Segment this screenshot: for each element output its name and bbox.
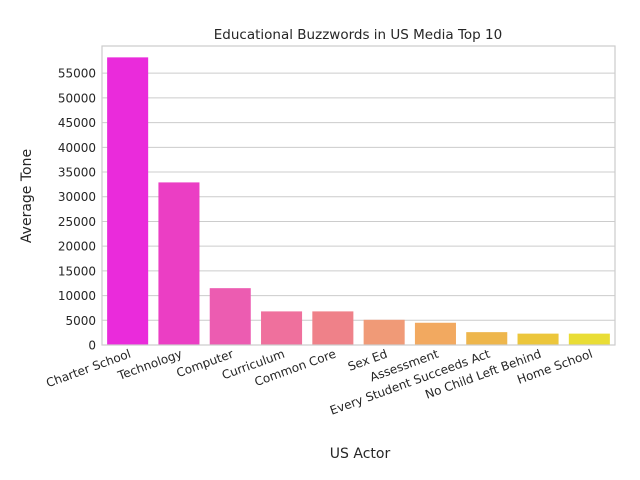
bar [568, 333, 610, 345]
bar [158, 182, 200, 345]
bar [312, 311, 354, 345]
y-tick-label: 15000 [58, 264, 96, 278]
bar [414, 322, 456, 345]
y-tick-label: 25000 [58, 215, 96, 229]
bar [107, 57, 149, 345]
y-axis-title: Average Tone [19, 149, 35, 243]
plot-frame [101, 45, 616, 346]
bar [261, 311, 303, 345]
y-tick-label: 5000 [65, 314, 96, 328]
bar [363, 319, 405, 345]
x-tick-labels: Charter SchoolTechnologyComputerCurricul… [44, 347, 594, 418]
y-tick-label: 0 [88, 339, 96, 353]
y-tick-labels: 0 5000 10000 15000 20000 25000 30000 35000 40000… [58, 67, 96, 353]
bar [517, 333, 559, 345]
bar [466, 332, 508, 345]
y-tick-label: 45000 [58, 116, 96, 130]
y-tick-label: 30000 [58, 190, 96, 204]
x-axis-title: US Actor [330, 446, 391, 462]
chart-title: Educational Buzzwords in US Media Top 10 [214, 27, 502, 43]
y-tick-label: 55000 [58, 67, 96, 81]
bars [107, 57, 610, 345]
y-tick-label: 20000 [58, 240, 96, 254]
y-tick-label: 50000 [58, 91, 96, 105]
y-tick-label: 40000 [58, 141, 96, 155]
bar [209, 288, 251, 345]
y-tick-label: 10000 [58, 289, 96, 303]
y-tick-label: 35000 [58, 166, 96, 180]
